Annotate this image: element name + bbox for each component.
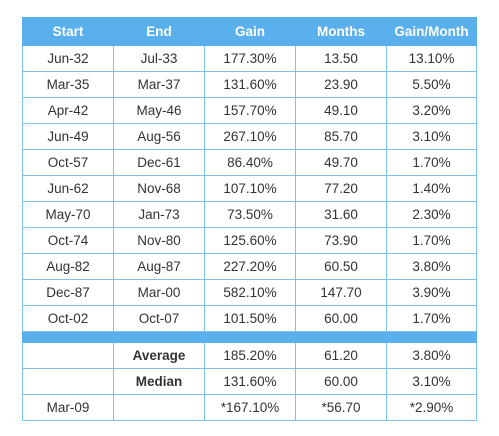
cell-end: Mar-00 bbox=[113, 279, 205, 306]
cell-start: May-70 bbox=[22, 201, 114, 228]
separator-cell bbox=[22, 331, 114, 343]
header-gain-per-month: Gain/Month bbox=[386, 17, 477, 46]
cell-months: 73.90 bbox=[295, 227, 387, 254]
cell-gain: 227.20% bbox=[204, 253, 296, 280]
cell-end: Nov-68 bbox=[113, 175, 205, 202]
cell-start: Mar-35 bbox=[22, 71, 114, 98]
cell-start: Jun-32 bbox=[22, 45, 114, 72]
summary-cell-gain-per-month: *2.90% bbox=[386, 394, 477, 421]
separator-cell bbox=[386, 331, 477, 343]
cell-months: 31.60 bbox=[295, 201, 387, 228]
cell-end: May-46 bbox=[113, 97, 205, 124]
bull-market-table: Start End Gain Months Gain/Month Jun-32 J… bbox=[22, 17, 477, 421]
cell-months: 60.50 bbox=[295, 253, 387, 280]
summary-cell-gain: 131.60% bbox=[204, 368, 296, 395]
separator-cell bbox=[113, 331, 205, 343]
cell-gain: 177.30% bbox=[204, 45, 296, 72]
summary-row-average: Average 185.20% 61.20 3.80% bbox=[22, 342, 477, 369]
summary-cell-months: 60.00 bbox=[295, 368, 387, 395]
summary-row-current: Mar-09 *167.10% *56.70 *2.90% bbox=[22, 394, 477, 421]
cell-gain: 86.40% bbox=[204, 149, 296, 176]
data-table-container: Start End Gain Months Gain/Month Jun-32 J… bbox=[22, 17, 477, 421]
cell-gain: 267.10% bbox=[204, 123, 296, 150]
separator-band bbox=[22, 331, 477, 343]
cell-end: Jan-73 bbox=[113, 201, 205, 228]
cell-gain-per-month: 3.10% bbox=[386, 123, 477, 150]
summary-cell-end bbox=[113, 394, 205, 421]
cell-gain: 73.50% bbox=[204, 201, 296, 228]
cell-end: Aug-56 bbox=[113, 123, 205, 150]
cell-months: 13.50 bbox=[295, 45, 387, 72]
cell-months: 49.10 bbox=[295, 97, 387, 124]
cell-start: Oct-74 bbox=[22, 227, 114, 254]
cell-gain: 131.60% bbox=[204, 71, 296, 98]
cell-gain: 582.10% bbox=[204, 279, 296, 306]
separator-cell bbox=[204, 331, 296, 343]
summary-row-median: Median 131.60% 60.00 3.10% bbox=[22, 368, 477, 395]
summary-cell-end: Median bbox=[113, 368, 205, 395]
cell-start: Oct-02 bbox=[22, 305, 114, 332]
cell-start: Dec-87 bbox=[22, 279, 114, 306]
table-row: Dec-87 Mar-00 582.10% 147.70 3.90% bbox=[22, 279, 477, 306]
cell-months: 77.20 bbox=[295, 175, 387, 202]
summary-cell-gain-per-month: 3.80% bbox=[386, 342, 477, 369]
cell-start: Apr-42 bbox=[22, 97, 114, 124]
summary-cell-gain-per-month: 3.10% bbox=[386, 368, 477, 395]
separator-cell bbox=[295, 331, 387, 343]
header-end: End bbox=[113, 17, 205, 46]
table-header-row: Start End Gain Months Gain/Month bbox=[22, 17, 477, 46]
table-row: Mar-35 Mar-37 131.60% 23.90 5.50% bbox=[22, 71, 477, 98]
table-row: Oct-74 Nov-80 125.60% 73.90 1.70% bbox=[22, 227, 477, 254]
header-months: Months bbox=[295, 17, 387, 46]
cell-end: Nov-80 bbox=[113, 227, 205, 254]
cell-months: 23.90 bbox=[295, 71, 387, 98]
cell-gain: 157.70% bbox=[204, 97, 296, 124]
summary-cell-start: Mar-09 bbox=[22, 394, 114, 421]
cell-start: Jun-62 bbox=[22, 175, 114, 202]
cell-start: Oct-57 bbox=[22, 149, 114, 176]
cell-gain-per-month: 3.20% bbox=[386, 97, 477, 124]
table-row: Apr-42 May-46 157.70% 49.10 3.20% bbox=[22, 97, 477, 124]
cell-end: Jul-33 bbox=[113, 45, 205, 72]
cell-months: 147.70 bbox=[295, 279, 387, 306]
cell-gain-per-month: 1.40% bbox=[386, 175, 477, 202]
table-row: Aug-82 Aug-87 227.20% 60.50 3.80% bbox=[22, 253, 477, 280]
cell-gain-per-month: 3.80% bbox=[386, 253, 477, 280]
cell-gain-per-month: 5.50% bbox=[386, 71, 477, 98]
summary-cell-start bbox=[22, 342, 114, 369]
table-row: May-70 Jan-73 73.50% 31.60 2.30% bbox=[22, 201, 477, 228]
summary-cell-end: Average bbox=[113, 342, 205, 369]
header-start: Start bbox=[22, 17, 114, 46]
cell-gain-per-month: 2.30% bbox=[386, 201, 477, 228]
cell-start: Aug-82 bbox=[22, 253, 114, 280]
summary-cell-start bbox=[22, 368, 114, 395]
cell-gain-per-month: 1.70% bbox=[386, 227, 477, 254]
cell-gain: 101.50% bbox=[204, 305, 296, 332]
cell-months: 49.70 bbox=[295, 149, 387, 176]
summary-cell-gain: *167.10% bbox=[204, 394, 296, 421]
summary-cell-gain: 185.20% bbox=[204, 342, 296, 369]
table-row: Jun-49 Aug-56 267.10% 85.70 3.10% bbox=[22, 123, 477, 150]
table-row: Jun-62 Nov-68 107.10% 77.20 1.40% bbox=[22, 175, 477, 202]
cell-end: Dec-61 bbox=[113, 149, 205, 176]
cell-months: 85.70 bbox=[295, 123, 387, 150]
header-gain: Gain bbox=[204, 17, 296, 46]
cell-gain-per-month: 3.90% bbox=[386, 279, 477, 306]
table-row: Jun-32 Jul-33 177.30% 13.50 13.10% bbox=[22, 45, 477, 72]
summary-cell-months: 61.20 bbox=[295, 342, 387, 369]
table-row: Oct-57 Dec-61 86.40% 49.70 1.70% bbox=[22, 149, 477, 176]
cell-end: Aug-87 bbox=[113, 253, 205, 280]
cell-gain-per-month: 1.70% bbox=[386, 305, 477, 332]
cell-gain-per-month: 1.70% bbox=[386, 149, 477, 176]
cell-months: 60.00 bbox=[295, 305, 387, 332]
cell-end: Mar-37 bbox=[113, 71, 205, 98]
cell-end: Oct-07 bbox=[113, 305, 205, 332]
cell-gain: 125.60% bbox=[204, 227, 296, 254]
cell-start: Jun-49 bbox=[22, 123, 114, 150]
summary-cell-months: *56.70 bbox=[295, 394, 387, 421]
cell-gain: 107.10% bbox=[204, 175, 296, 202]
cell-gain-per-month: 13.10% bbox=[386, 45, 477, 72]
table-row: Oct-02 Oct-07 101.50% 60.00 1.70% bbox=[22, 305, 477, 332]
